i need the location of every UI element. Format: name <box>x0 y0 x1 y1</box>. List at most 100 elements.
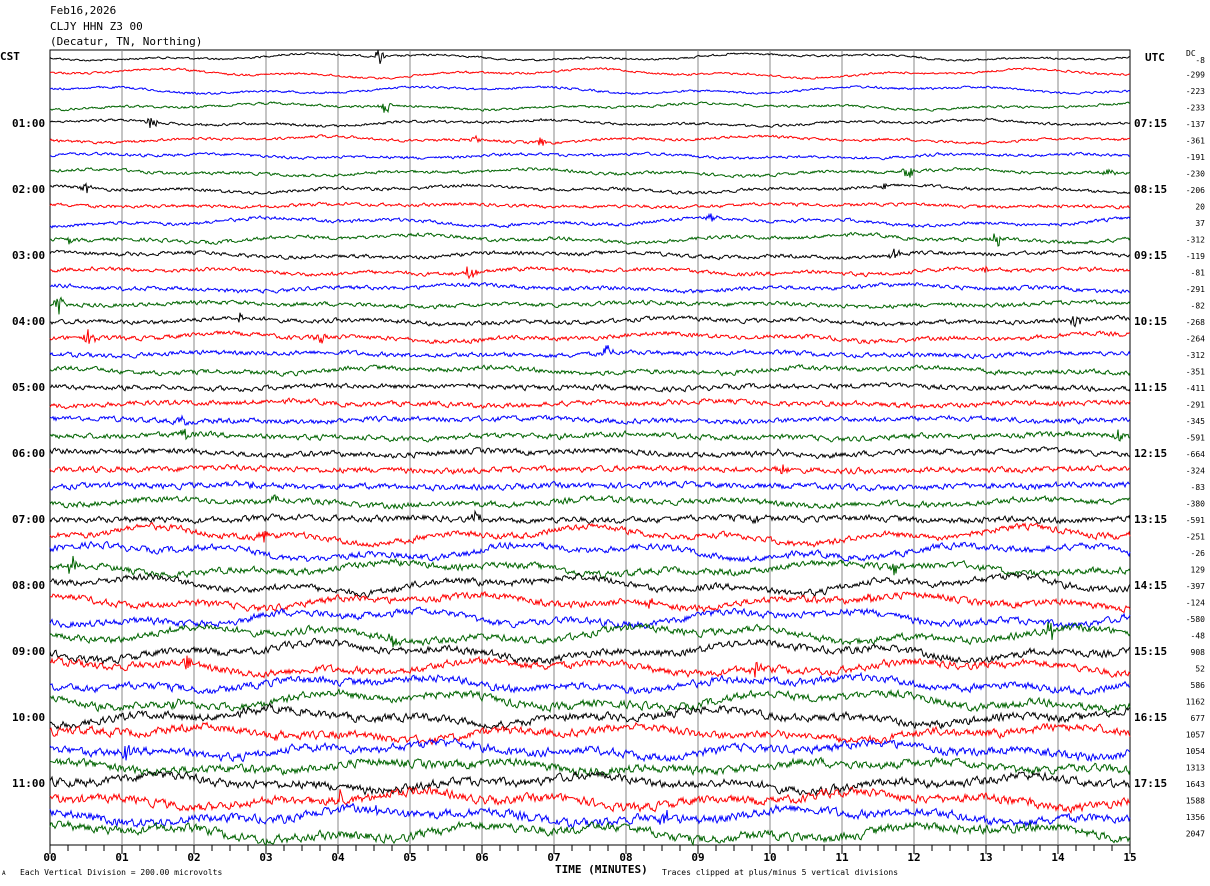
scale-note: Each Vertical Division = 200.00 microvol… <box>20 868 223 877</box>
left-hour-label: 07:00 <box>12 513 45 526</box>
left-hour-label: 11:00 <box>12 777 45 790</box>
dc-offset-label: -591 <box>1186 516 1205 525</box>
dc-offset-label: -591 <box>1186 434 1205 443</box>
dc-offset-label: -223 <box>1186 87 1205 96</box>
seismic-trace <box>49 540 1131 563</box>
dc-offset-label: 1162 <box>1186 698 1205 707</box>
right-hour-label: 10:15 <box>1134 315 1167 328</box>
x-tick-label: 09 <box>691 851 704 864</box>
seismic-trace <box>49 101 1131 114</box>
seismic-trace <box>49 363 1131 377</box>
x-tick-label: 15 <box>1123 851 1136 864</box>
right-hour-label: 12:15 <box>1134 447 1167 460</box>
left-hour-label: 01:00 <box>12 117 45 130</box>
dc-offset-label: -137 <box>1186 120 1205 129</box>
seismic-trace <box>49 85 1131 96</box>
seismic-trace <box>49 494 1131 510</box>
dc-offset-label: -291 <box>1186 285 1205 294</box>
dc-offset-label: -124 <box>1186 599 1205 608</box>
dc-offset-label: 37 <box>1195 219 1205 228</box>
seismic-trace <box>49 688 1131 714</box>
seismic-trace <box>49 201 1131 210</box>
seismic-trace <box>49 281 1131 295</box>
x-tick-label: 00 <box>43 851 56 864</box>
dc-offset-label: 20 <box>1195 203 1205 212</box>
left-hour-label: 05:00 <box>12 381 45 394</box>
dc-offset-label: -268 <box>1186 318 1205 327</box>
dc-offset-label: -351 <box>1186 368 1205 377</box>
left-hour-label: 10:00 <box>12 711 45 724</box>
dc-offset-label: -251 <box>1186 533 1205 542</box>
dc-offset-label: 586 <box>1191 681 1206 690</box>
seismic-trace <box>50 151 1130 161</box>
seismic-trace <box>49 702 1131 731</box>
seismic-trace <box>49 265 1131 280</box>
dc-offset-label: -299 <box>1186 71 1205 80</box>
right-hour-label: 16:15 <box>1134 711 1167 724</box>
seismic-trace <box>49 67 1131 80</box>
left-hour-label: 09:00 <box>12 645 45 658</box>
dc-offset-label: -264 <box>1186 335 1205 344</box>
right-hour-label: 09:15 <box>1134 249 1167 262</box>
seismic-trace <box>49 637 1131 665</box>
right-hour-label: 14:15 <box>1134 579 1167 592</box>
seismic-trace <box>49 819 1131 847</box>
right-timezone-label: UTC <box>1145 51 1165 64</box>
dc-offset-label: -411 <box>1186 384 1205 393</box>
left-hour-label: 06:00 <box>12 447 45 460</box>
right-hour-label: 07:15 <box>1134 117 1167 130</box>
dc-offset-label: 1057 <box>1186 731 1205 740</box>
x-tick-label: 08 <box>619 851 632 864</box>
seismic-trace <box>49 117 1131 129</box>
dc-offset-label: -233 <box>1186 104 1205 113</box>
x-tick-label: 14 <box>1051 851 1065 864</box>
seismic-trace <box>49 381 1131 393</box>
dc-offset-label: 1643 <box>1186 780 1205 789</box>
left-hour-label: 04:00 <box>12 315 45 328</box>
right-hour-label: 13:15 <box>1134 513 1167 526</box>
seismic-trace <box>49 397 1131 410</box>
seismic-trace <box>49 621 1131 648</box>
location-label: (Decatur, TN, Northing) <box>50 35 203 48</box>
seismic-trace <box>49 50 1131 64</box>
dc-offset-label: -26 <box>1191 549 1206 558</box>
dc-offset-label: 1356 <box>1186 813 1205 822</box>
x-tick-label: 01 <box>115 851 129 864</box>
x-tick-label: 07 <box>547 851 560 864</box>
dc-offset-label: -48 <box>1191 632 1206 641</box>
x-tick-label: 04 <box>331 851 345 864</box>
dc-offset-label: -361 <box>1186 137 1205 146</box>
dc-offset-label: -83 <box>1191 483 1206 492</box>
x-tick-label: 03 <box>259 851 272 864</box>
seismic-trace <box>49 296 1131 315</box>
seismic-trace <box>49 446 1131 459</box>
dc-offset-label: -397 <box>1186 582 1205 591</box>
x-tick-label: 12 <box>907 851 920 864</box>
left-hour-label: 03:00 <box>12 249 45 262</box>
x-tick-label: 11 <box>835 851 849 864</box>
dc-offset-label: -191 <box>1186 153 1205 162</box>
dc-offset-label: -8 <box>1195 56 1205 65</box>
dc-offset-label: 908 <box>1191 648 1206 657</box>
seismic-trace <box>49 802 1131 829</box>
seismic-trace <box>49 737 1131 763</box>
right-hour-label: 17:15 <box>1134 777 1167 790</box>
x-axis-label: TIME (MINUTES) <box>555 863 648 876</box>
x-tick-label: 06 <box>475 851 489 864</box>
x-tick-label: 10 <box>763 851 776 864</box>
dc-offset-label: 2047 <box>1186 830 1205 839</box>
x-tick-label: 13 <box>979 851 992 864</box>
right-hour-label: 11:15 <box>1134 381 1167 394</box>
dc-offset-label: -312 <box>1186 236 1205 245</box>
station-label: CLJY HHN Z3 00 <box>50 20 143 33</box>
dc-offset-label: 52 <box>1195 665 1205 674</box>
seismic-trace <box>49 182 1131 195</box>
dc-offset-label: -291 <box>1186 401 1205 410</box>
seismic-trace <box>49 770 1131 797</box>
seismic-trace <box>49 345 1131 360</box>
seismic-trace <box>49 479 1131 492</box>
seismic-trace <box>49 463 1130 476</box>
dc-offset-label: 1054 <box>1186 747 1205 756</box>
seismic-trace <box>49 786 1130 814</box>
dc-offset-label: 1313 <box>1186 764 1205 773</box>
